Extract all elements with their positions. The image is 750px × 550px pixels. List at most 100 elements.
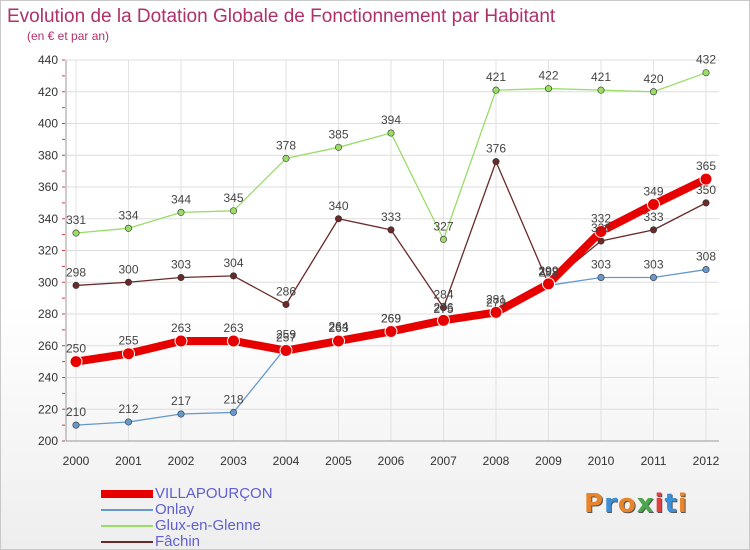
- data-point: [702, 266, 710, 274]
- data-point: [597, 86, 605, 94]
- data-label: 269: [381, 311, 401, 325]
- legend-label: Onlay: [155, 501, 195, 518]
- data-label: 365: [696, 159, 716, 173]
- data-label: 345: [223, 191, 243, 205]
- data-label: 333: [381, 210, 401, 224]
- data-label: 299: [538, 264, 558, 278]
- y-tick-label: 280: [38, 307, 58, 321]
- data-label: 269: [381, 311, 401, 325]
- data-point: [387, 226, 395, 234]
- data-label: 303: [643, 257, 663, 271]
- logo-letter: x: [636, 489, 655, 519]
- data-point: [597, 273, 605, 281]
- y-tick-label: 380: [38, 148, 58, 162]
- data-point: [230, 207, 238, 215]
- data-label: 385: [328, 127, 348, 141]
- data-label: 286: [276, 284, 296, 298]
- x-tick-label: 2002: [168, 454, 195, 468]
- data-label: 340: [328, 199, 348, 213]
- data-label: 255: [118, 334, 138, 348]
- data-label: 422: [538, 69, 558, 83]
- data-label: 344: [171, 192, 191, 206]
- x-tick-label: 2003: [220, 454, 247, 468]
- y-tick-label: 340: [38, 212, 58, 226]
- data-label: 350: [696, 183, 716, 197]
- data-label: 332: [591, 211, 611, 225]
- data-label: 326: [591, 221, 611, 235]
- y-tick-label: 360: [38, 180, 58, 194]
- logo-letter: t: [664, 489, 678, 519]
- data-label: 421: [591, 70, 611, 84]
- data-label: 303: [591, 257, 611, 271]
- data-point: [439, 304, 447, 312]
- chart-subtitle: (en € et par an): [27, 29, 110, 43]
- data-label: 259: [276, 327, 296, 341]
- y-tick-label: 220: [38, 402, 58, 416]
- x-tick-label: 2005: [325, 454, 352, 468]
- data-label: 303: [171, 257, 191, 271]
- data-point: [437, 313, 450, 327]
- data-point: [125, 278, 133, 286]
- x-tick-label: 2007: [430, 454, 457, 468]
- legend-label: VILLAPOURÇON: [155, 485, 273, 502]
- logo-letter: o: [617, 489, 637, 519]
- y-tick-label: 300: [38, 275, 58, 289]
- data-label: 263: [328, 321, 348, 335]
- data-point: [649, 226, 657, 234]
- data-label: 298: [66, 265, 86, 279]
- data-point: [334, 215, 342, 223]
- data-point: [125, 224, 133, 232]
- data-label: 300: [118, 262, 138, 276]
- data-label: 334: [118, 208, 138, 222]
- data-label: 284: [433, 288, 453, 302]
- data-label: 279: [486, 296, 506, 310]
- logo-letter: P: [584, 489, 605, 519]
- data-point: [439, 235, 447, 243]
- data-point: [702, 69, 710, 77]
- data-point: [72, 281, 80, 289]
- data-point: [177, 410, 185, 418]
- data-point: [384, 324, 398, 338]
- y-tick-label: 200: [38, 434, 58, 448]
- data-label: 349: [643, 184, 663, 198]
- data-point: [125, 418, 133, 426]
- data-label: 299: [538, 264, 558, 278]
- legend-swatch: [101, 509, 153, 511]
- data-label: 421: [486, 70, 506, 84]
- data-label: 308: [696, 250, 716, 264]
- x-tick-label: 2008: [483, 454, 510, 468]
- data-label: 378: [276, 138, 296, 152]
- legend-label: Fâchin: [155, 533, 201, 550]
- data-label: 394: [381, 113, 401, 127]
- x-tick-label: 2012: [693, 454, 720, 468]
- data-point: [227, 334, 240, 348]
- data-label: 432: [696, 53, 716, 67]
- data-label: 264: [328, 319, 348, 333]
- data-label: 250: [66, 342, 86, 356]
- y-tick-label: 240: [38, 371, 58, 385]
- data-label: 281: [486, 292, 506, 306]
- data-point: [542, 277, 555, 291]
- logo-letter: i: [677, 489, 688, 519]
- data-point: [230, 272, 238, 280]
- x-tick-label: 2001: [115, 454, 142, 468]
- data-point: [334, 143, 342, 151]
- data-point: [230, 408, 238, 416]
- proxiti-logo: Proxiti: [584, 489, 688, 519]
- y-tick-label: 420: [38, 85, 58, 99]
- chart-title: Evolution de la Dotation Globale de Fonc…: [7, 6, 556, 27]
- data-point: [647, 197, 660, 211]
- x-tick-label: 2004: [273, 454, 300, 468]
- data-point: [702, 199, 710, 207]
- data-label: 212: [118, 402, 138, 416]
- x-tick-label: 2010: [588, 454, 615, 468]
- data-point: [489, 305, 503, 319]
- data-point: [387, 129, 395, 137]
- data-point: [649, 88, 657, 96]
- data-point: [332, 334, 345, 348]
- data-label: 263: [171, 321, 191, 335]
- x-tick-label: 2011: [641, 454, 667, 468]
- data-point: [282, 154, 290, 162]
